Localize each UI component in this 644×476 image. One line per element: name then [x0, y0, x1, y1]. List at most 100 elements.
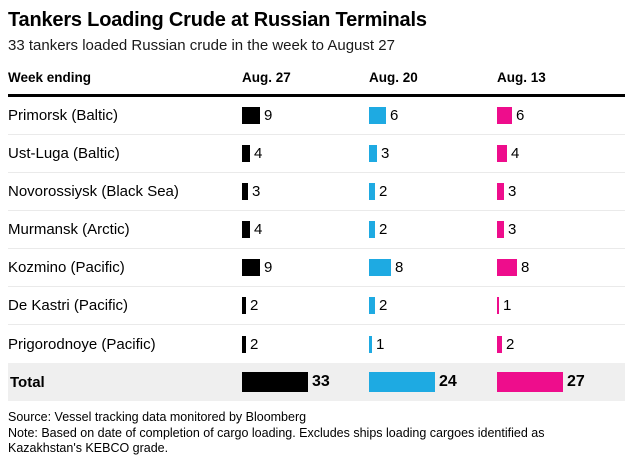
- table-total-row: Total 33 24 27: [8, 363, 625, 401]
- value-aug-27: 2: [250, 335, 259, 353]
- bar-aug-20: [369, 259, 391, 276]
- bar-cell-aug-27: 2: [242, 335, 369, 353]
- table-row: Kozmino (Pacific) 9 8 8: [8, 249, 625, 287]
- table-row: Murmansk (Arctic) 4 2 3: [8, 211, 625, 249]
- value-aug-13: 3: [508, 221, 517, 238]
- total-label: Total: [10, 373, 45, 391]
- bar-aug-13: [497, 259, 517, 276]
- value-aug-13: 4: [511, 145, 520, 162]
- table-row: Prigorodnoye (Pacific) 2 1 2: [8, 325, 625, 363]
- page-subtitle: 33 tankers loaded Russian crude in the w…: [8, 37, 395, 54]
- bar-cell-aug-13: 3: [497, 183, 625, 200]
- table-row: Ust-Luga (Baltic) 4 3 4: [8, 135, 625, 173]
- bar-cell-aug-13: 6: [497, 107, 625, 124]
- value-aug-27: 4: [254, 221, 263, 238]
- page-title: Tankers Loading Crude at Russian Termina…: [8, 9, 427, 31]
- bar-aug-20: [369, 221, 375, 238]
- bar-cell-aug-27: 9: [242, 259, 369, 276]
- total-bar-aug-20: [369, 372, 435, 392]
- bar-cell-aug-20: 8: [369, 259, 497, 276]
- terminal-label: Ust-Luga (Baltic): [8, 145, 120, 162]
- bar-cell-aug-20: 1: [369, 335, 497, 353]
- bar-aug-27: [242, 107, 260, 124]
- bar-aug-27: [242, 335, 246, 353]
- bar-cell-aug-13: 4: [497, 145, 625, 162]
- terminal-label: De Kastri (Pacific): [8, 297, 129, 314]
- table-body: Primorsk (Baltic) 9 6 6 Ust-Luga (Baltic…: [8, 97, 625, 363]
- total-bar-aug-27: [242, 372, 308, 392]
- total-bar-cell-aug-13: 27: [497, 372, 625, 392]
- bar-cell-aug-27: 9: [242, 107, 369, 124]
- terminal-label: Murmansk (Arctic): [8, 221, 130, 238]
- total-value-aug-27: 33: [312, 373, 330, 390]
- bar-aug-27: [242, 297, 246, 314]
- bar-cell-aug-27: 2: [242, 297, 369, 314]
- value-aug-20: 1: [376, 335, 385, 353]
- bar-aug-20: [369, 297, 375, 314]
- bar-cell-aug-20: 2: [369, 183, 497, 200]
- bar-cell-aug-27: 3: [242, 183, 369, 200]
- total-value-aug-13: 27: [567, 373, 585, 390]
- bar-cell-aug-13: 1: [497, 297, 625, 314]
- value-aug-20: 8: [395, 259, 404, 276]
- value-aug-27: 9: [264, 107, 273, 124]
- tanker-table: Week ending Aug. 27 Aug. 20 Aug. 13 Prim…: [8, 70, 625, 401]
- bar-aug-20: [369, 107, 386, 124]
- bar-aug-20: [369, 335, 372, 353]
- bar-cell-aug-20: 2: [369, 297, 497, 314]
- bar-aug-13: [497, 297, 499, 314]
- bar-aug-13: [497, 221, 504, 238]
- terminal-label: Primorsk (Baltic): [8, 107, 119, 124]
- bar-aug-27: [242, 221, 250, 238]
- bar-aug-13: [497, 335, 502, 353]
- value-aug-13: 2: [506, 335, 515, 353]
- value-aug-27: 2: [250, 297, 259, 314]
- column-header-aug-27: Aug. 27: [242, 70, 291, 85]
- bar-aug-27: [242, 259, 260, 276]
- terminal-label: Kozmino (Pacific): [8, 259, 125, 276]
- column-header-week-ending: Week ending: [8, 70, 92, 85]
- source-line: Source: Vessel tracking data monitored b…: [8, 410, 307, 424]
- value-aug-13: 3: [508, 183, 517, 200]
- bar-aug-20: [369, 145, 377, 162]
- bar-aug-13: [497, 183, 504, 200]
- bar-aug-13: [497, 145, 507, 162]
- value-aug-13: 1: [503, 297, 512, 314]
- value-aug-20: 2: [379, 221, 388, 238]
- value-aug-20: 2: [379, 297, 388, 314]
- value-aug-13: 6: [516, 107, 525, 124]
- bar-aug-27: [242, 183, 248, 200]
- column-header-aug-13: Aug. 13: [497, 70, 546, 85]
- table-row: Primorsk (Baltic) 9 6 6: [8, 97, 625, 135]
- value-aug-20: 2: [379, 183, 388, 200]
- bar-cell-aug-20: 6: [369, 107, 497, 124]
- table-row: Novorossiysk (Black Sea) 3 2 3: [8, 173, 625, 211]
- footer: Source: Vessel tracking data monitored b…: [8, 410, 608, 457]
- terminal-label: Prigorodnoye (Pacific): [8, 335, 156, 353]
- bar-cell-aug-13: 2: [497, 335, 625, 353]
- bar-aug-13: [497, 107, 512, 124]
- table-row: De Kastri (Pacific) 2 2 1: [8, 287, 625, 325]
- value-aug-27: 3: [252, 183, 261, 200]
- bar-cell-aug-27: 4: [242, 221, 369, 238]
- total-value-aug-20: 24: [439, 373, 457, 390]
- total-bar-aug-13: [497, 372, 563, 392]
- bar-cell-aug-13: 8: [497, 259, 625, 276]
- value-aug-27: 9: [264, 259, 273, 276]
- bar-cell-aug-20: 2: [369, 221, 497, 238]
- bar-aug-27: [242, 145, 250, 162]
- value-aug-13: 8: [521, 259, 530, 276]
- note-line: Note: Based on date of completion of car…: [8, 425, 545, 456]
- bar-cell-aug-27: 4: [242, 145, 369, 162]
- terminal-label: Novorossiysk (Black Sea): [8, 183, 179, 200]
- total-bar-cell-aug-20: 24: [369, 372, 497, 392]
- value-aug-27: 4: [254, 145, 263, 162]
- column-header-aug-20: Aug. 20: [369, 70, 418, 85]
- total-bar-cell-aug-27: 33: [242, 372, 369, 392]
- value-aug-20: 3: [381, 145, 390, 162]
- bar-cell-aug-13: 3: [497, 221, 625, 238]
- value-aug-20: 6: [390, 107, 399, 124]
- table-header-row: Week ending Aug. 27 Aug. 20 Aug. 13: [8, 70, 625, 97]
- bar-aug-20: [369, 183, 375, 200]
